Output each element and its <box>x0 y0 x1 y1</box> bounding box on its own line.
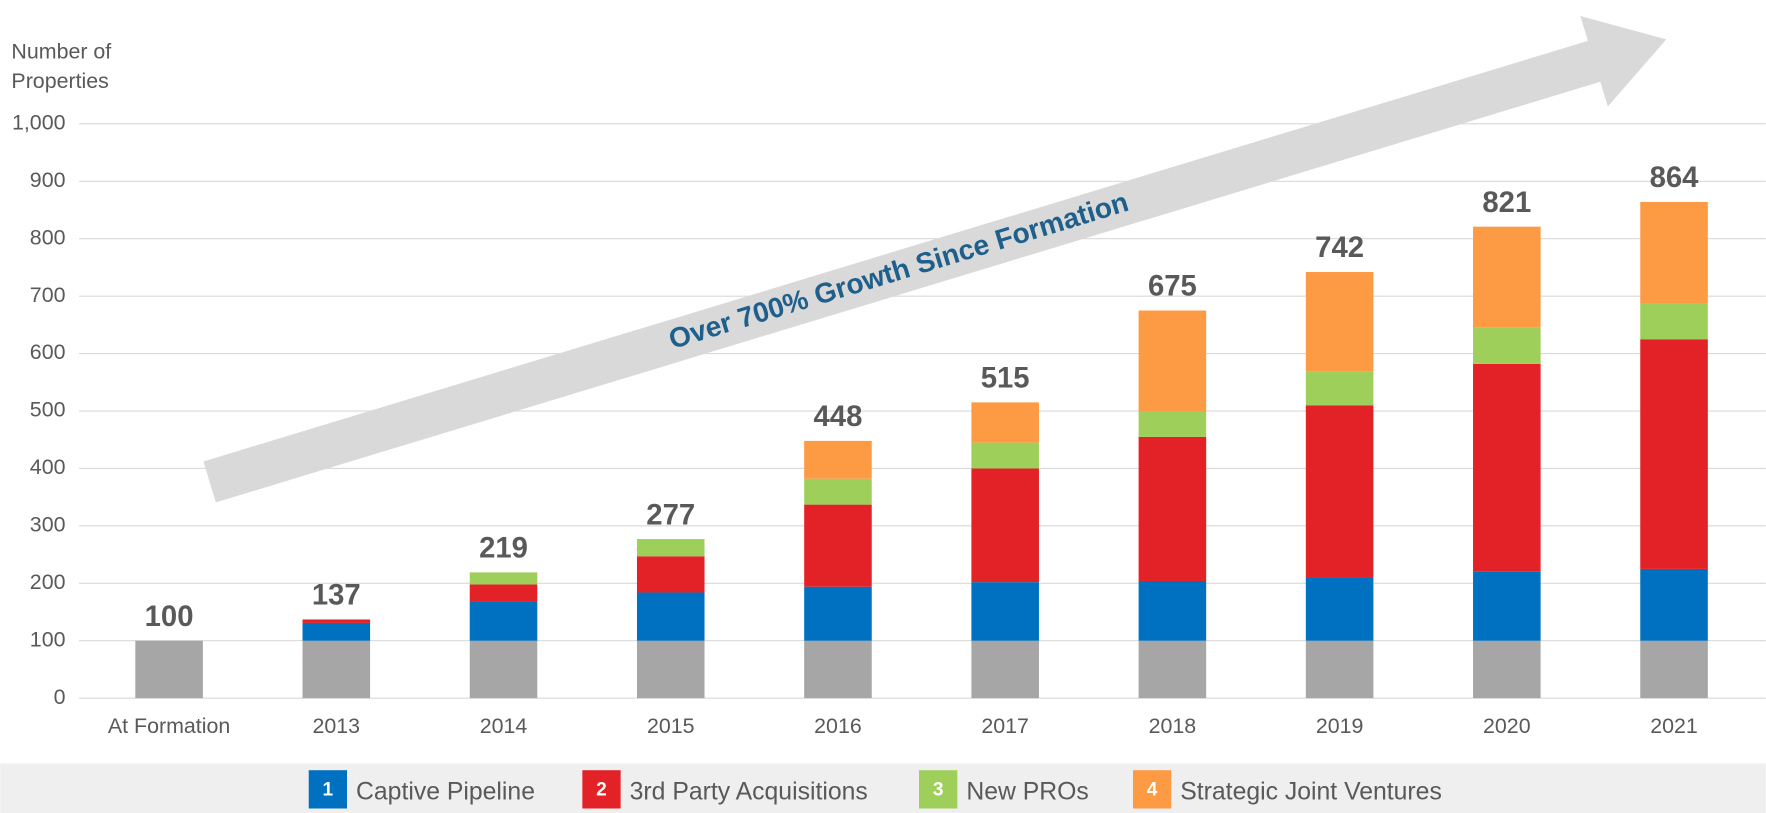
total-label: 821 <box>1482 187 1531 219</box>
bar-segment <box>1473 571 1541 641</box>
bar-segment <box>636 640 705 699</box>
bar-segment <box>302 640 371 699</box>
x-tick-label: 2013 <box>313 714 361 738</box>
legend-badge: 1 <box>323 780 334 801</box>
y-tick-label: 1,000 <box>12 111 66 135</box>
bar-segment <box>804 440 872 479</box>
bar-segment <box>1473 327 1541 364</box>
y-tick-label: 700 <box>30 283 66 307</box>
bar-segment <box>469 640 538 699</box>
total-label: 100 <box>145 601 194 633</box>
bar-segment <box>469 601 538 641</box>
bar-segment <box>1138 310 1207 412</box>
bar-segment <box>804 640 872 699</box>
legend-label: 3rd Party Acquisitions <box>630 778 868 805</box>
y-tick-label: 300 <box>30 513 66 537</box>
bar-segment <box>1138 436 1207 581</box>
bar-segment <box>1473 640 1541 699</box>
legend-badge: 3 <box>933 780 944 801</box>
y-tick-label: 200 <box>30 570 66 594</box>
arrow-shape <box>203 16 1667 503</box>
bar-segment <box>804 504 872 587</box>
bar-segment <box>1640 303 1708 340</box>
bar-segment <box>804 586 872 641</box>
total-label: 742 <box>1315 232 1364 264</box>
bar-segment <box>1305 272 1374 372</box>
bar-segment <box>469 584 538 602</box>
legend-swatch <box>919 770 958 809</box>
x-tick-label: 2019 <box>1316 714 1364 738</box>
y-tick-label: 600 <box>30 340 66 364</box>
y-tick-label: 0 <box>54 685 66 709</box>
bar-segment <box>971 640 1039 699</box>
total-label: 137 <box>312 580 361 612</box>
y-tick-label: 800 <box>30 225 66 249</box>
bar-segment <box>1640 640 1708 699</box>
total-label: 864 <box>1650 162 1700 194</box>
bar-segment <box>971 468 1039 583</box>
x-tick-label: 2016 <box>814 714 862 738</box>
y-axis-label: Properties <box>11 69 108 93</box>
legend-badge: 4 <box>1147 780 1158 801</box>
y-tick-label: 100 <box>30 627 66 651</box>
bar-segment <box>302 622 371 641</box>
bar-segment <box>636 592 705 641</box>
total-label: 675 <box>1148 271 1197 303</box>
x-tick-label: 2020 <box>1483 714 1531 738</box>
bar-segment <box>1473 226 1541 328</box>
bar-segment <box>971 402 1039 443</box>
y-tick-label: 900 <box>30 168 66 192</box>
legend-badge: 2 <box>596 780 607 801</box>
legend-swatch <box>308 770 348 809</box>
bar-segment <box>636 539 705 557</box>
y-tick-label: 500 <box>30 398 66 422</box>
x-tick-label: 2017 <box>981 714 1029 738</box>
bar-segment <box>1305 577 1374 641</box>
bar-segment <box>1640 339 1708 569</box>
bar-segment <box>1640 568 1708 641</box>
bar-segment <box>1138 640 1207 699</box>
legend-band <box>0 763 1766 813</box>
legend-label: Captive Pipeline <box>356 778 535 805</box>
bar-segment <box>135 640 203 699</box>
growth-arrow: Over 700% Growth Since Formation <box>203 16 1667 503</box>
bar-segment <box>1138 580 1207 641</box>
bar-segment <box>971 442 1039 469</box>
legend-label: Strategic Joint Ventures <box>1180 778 1442 805</box>
legend-label: New PROs <box>966 778 1088 805</box>
total-label: 515 <box>981 363 1030 395</box>
legend-swatch <box>1132 770 1172 809</box>
x-tick-label: At Formation <box>108 714 230 738</box>
bar-segment <box>1305 405 1374 578</box>
bar-segment <box>1305 640 1374 699</box>
annotation: Over 700% Growth Since Formation <box>665 186 1132 355</box>
bar-segment <box>1640 201 1708 304</box>
total-label: 219 <box>479 533 528 565</box>
total-label: 448 <box>814 401 863 433</box>
bar-segment <box>302 619 371 623</box>
bar-segment <box>971 582 1039 641</box>
total-label: 277 <box>646 499 695 531</box>
bar-segment <box>1305 371 1374 406</box>
bar-segment <box>1138 411 1207 437</box>
bar-segment <box>469 572 538 585</box>
bar-segment <box>804 478 872 505</box>
legend-swatch <box>582 770 621 809</box>
x-tick-label: 2018 <box>1149 714 1197 738</box>
x-tick-label: 2015 <box>647 714 695 738</box>
bar-segment <box>636 556 705 593</box>
x-tick-label: 2014 <box>480 714 528 738</box>
bar-segment <box>1473 363 1541 572</box>
x-tick-label: 2021 <box>1650 714 1698 738</box>
y-tick-label: 400 <box>30 455 66 479</box>
y-axis-label: Number of <box>11 40 111 64</box>
